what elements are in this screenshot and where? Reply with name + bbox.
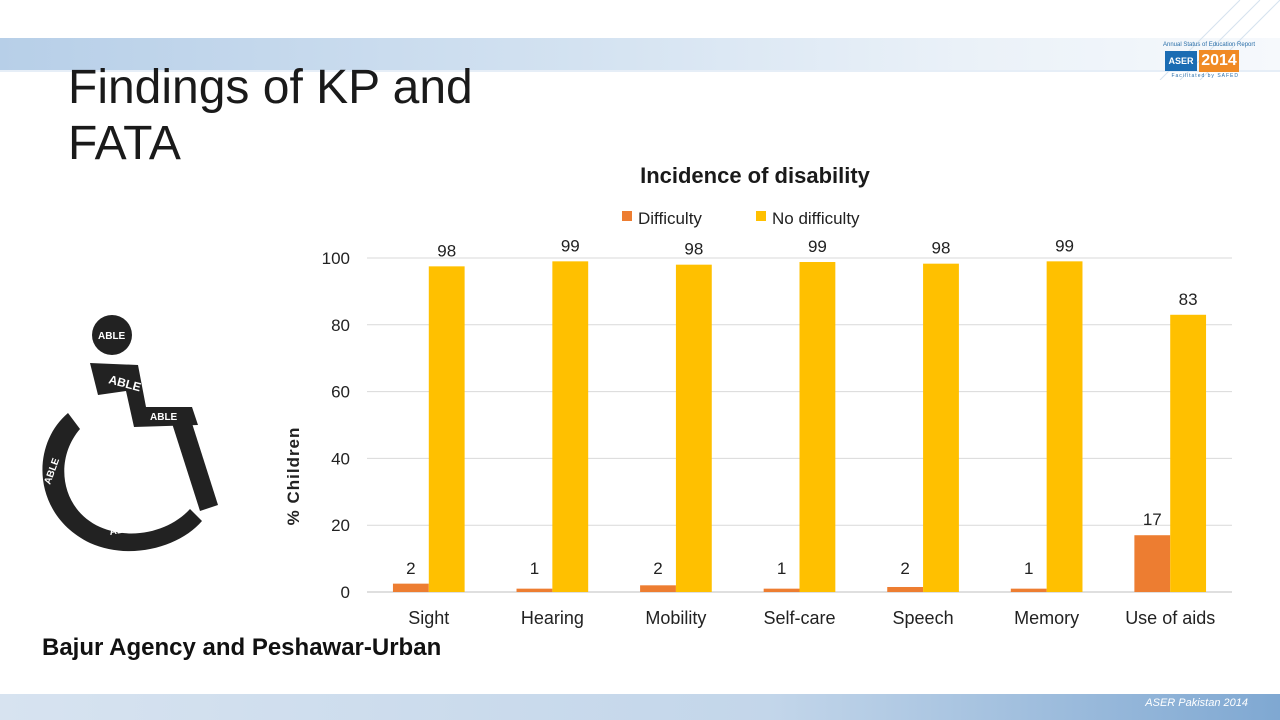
bar-difficulty xyxy=(1010,588,1047,592)
aser-logo: Annual Status of Education Report ASER 2… xyxy=(1163,42,1256,80)
region-caption: Bajur Agency and Peshawar-Urban xyxy=(42,634,442,661)
data-label-no-difficulty: 83 xyxy=(1179,290,1198,309)
x-tick-label: Self-care xyxy=(763,608,835,628)
y-tick-label: 40 xyxy=(331,449,350,468)
footer-tag: ASER Pakistan 2014 xyxy=(1145,697,1248,709)
bar-no-difficulty xyxy=(552,261,589,592)
slide-title: Findings of KP and FATA xyxy=(68,61,473,170)
footer-band xyxy=(0,694,1280,720)
bars xyxy=(392,261,1207,592)
data-label-difficulty: 2 xyxy=(406,559,415,578)
bar-difficulty xyxy=(763,588,800,592)
legend-label-difficulty: Difficulty xyxy=(638,209,702,228)
data-label-no-difficulty: 98 xyxy=(437,241,456,260)
x-tick-label: Use of aids xyxy=(1125,608,1215,628)
y-tick-label: 0 xyxy=(341,583,350,602)
data-label-difficulty: 17 xyxy=(1143,510,1162,529)
figure-body xyxy=(90,363,198,427)
x-axis-ticks: Sight Hearing Mobility Self-care Speech Memor… xyxy=(408,608,1215,628)
bar-difficulty xyxy=(887,586,924,592)
wheel-arc xyxy=(42,413,202,552)
data-labels: 2 98 1 99 2 98 1 99 2 98 1 99 17 83 xyxy=(406,236,1197,578)
bar-no-difficulty xyxy=(675,264,712,592)
header-band xyxy=(0,38,1280,70)
y-axis-label: % Children xyxy=(284,427,303,526)
x-tick-label: Mobility xyxy=(645,608,706,628)
y-tick-label: 60 xyxy=(331,383,350,402)
bar-no-difficulty xyxy=(923,263,959,592)
figure-leg xyxy=(170,417,218,511)
word-art-text-1: ABLE xyxy=(98,331,126,342)
bar-no-difficulty xyxy=(799,262,836,592)
bar-difficulty xyxy=(640,585,676,592)
y-tick-label: 80 xyxy=(331,316,350,335)
data-label-no-difficulty: 98 xyxy=(932,239,951,258)
legend-swatch-no-difficulty xyxy=(756,211,766,221)
x-tick-label: Sight xyxy=(408,608,449,628)
data-label-difficulty: 1 xyxy=(530,559,539,578)
word-art-text-3: ABLE xyxy=(150,412,178,423)
data-label-difficulty: 2 xyxy=(653,559,662,578)
x-tick-label: Memory xyxy=(1014,608,1079,628)
logo-brand: ASER xyxy=(1165,51,1197,71)
y-tick-label: 100 xyxy=(322,249,350,268)
bar-no-difficulty xyxy=(1170,314,1207,592)
y-axis-ticks: 0 20 40 60 80 100 xyxy=(322,249,350,602)
data-label-difficulty: 2 xyxy=(900,559,909,578)
word-art-text-5: ABLE xyxy=(109,522,138,538)
x-tick-label: Hearing xyxy=(521,608,584,628)
data-label-difficulty: 1 xyxy=(777,559,786,578)
data-label-difficulty: 1 xyxy=(1024,559,1033,578)
data-label-no-difficulty: 98 xyxy=(684,240,703,259)
x-tick-label: Speech xyxy=(893,608,954,628)
chart-title: Incidence of disability xyxy=(640,163,871,188)
figure-head xyxy=(92,315,132,355)
legend: Difficulty No difficulty xyxy=(622,209,860,228)
bar-difficulty xyxy=(1134,535,1171,592)
bar-no-difficulty xyxy=(1046,261,1083,592)
bar-difficulty xyxy=(392,583,429,592)
data-label-no-difficulty: 99 xyxy=(808,237,827,256)
logo-sub-text: Facilitated by SAFED xyxy=(1171,73,1239,79)
logo-year: 2014 xyxy=(1199,50,1239,72)
data-label-no-difficulty: 99 xyxy=(1055,236,1074,255)
legend-label-no-difficulty: No difficulty xyxy=(772,209,860,228)
logo-top-text: Annual Status of Education Report xyxy=(1163,42,1256,48)
wheelchair-word-art: ABLE ABLE ABLE ABLE ABLE xyxy=(42,315,218,552)
legend-swatch-difficulty xyxy=(622,211,632,221)
bar-difficulty xyxy=(516,588,553,592)
bar-no-difficulty xyxy=(428,266,465,592)
bar-chart: Incidence of disability Difficulty No di… xyxy=(284,163,1232,628)
y-tick-label: 20 xyxy=(331,516,350,535)
header-stripe xyxy=(0,70,1280,72)
data-label-no-difficulty: 99 xyxy=(561,236,580,255)
